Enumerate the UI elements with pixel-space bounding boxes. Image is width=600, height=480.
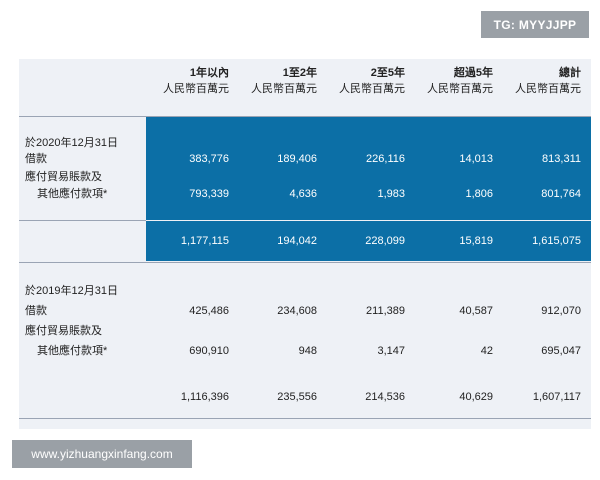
table-cell: 948 [298,345,317,357]
column-period: 1年以內 [189,67,229,79]
row-label: 借款 [25,305,47,317]
column-header: 2至5年 人民幣百萬元 [305,65,405,97]
section-2019: 於2019年12月31日 借款 應付貿易賬款及 其他應付款項* 425,486 … [19,263,591,429]
column-header: 1至2年 人民幣百萬元 [217,65,317,97]
column-header: 1年以內 人民幣百萬元 [129,65,229,97]
table-cell: 234,608 [277,305,317,317]
financial-table: 1年以內 人民幣百萬元 1至2年 人民幣百萬元 2至5年 人民幣百萬元 超過5年… [19,59,591,429]
column-unit: 人民幣百萬元 [339,83,405,95]
table-cell: 189,406 [277,153,317,165]
total-cell: 1,615,075 [532,235,581,247]
table-header: 1年以內 人民幣百萬元 1至2年 人民幣百萬元 2至5年 人民幣百萬元 超過5年… [19,65,591,107]
table-cell: 3,147 [377,345,405,357]
row-label-continued: 其他應付款項* [37,188,108,200]
table-cell: 695,047 [541,345,581,357]
total-cell: 228,099 [365,235,405,247]
table-cell: 813,311 [542,153,581,165]
table-cell: 383,776 [189,153,229,165]
column-unit: 人民幣百萬元 [251,83,317,95]
table-cell: 793,339 [189,188,229,200]
total-cell: 1,177,115 [180,235,229,247]
column-unit: 人民幣百萬元 [515,83,581,95]
table-cell: 226,116 [366,153,405,165]
total-cell: 235,556 [277,391,317,403]
highlight-block [146,117,591,220]
divider [19,262,591,263]
column-period: 2至5年 [370,67,405,79]
section-date: 於2020年12月31日 [25,137,118,149]
highlight-total-block [146,221,591,261]
total-cell: 15,819 [459,235,493,247]
table-cell: 425,486 [189,305,229,317]
total-cell: 1,116,396 [180,391,229,403]
row-label: 應付貿易賬款及 [25,325,102,337]
divider [19,116,591,117]
table-cell: 690,910 [189,345,229,357]
table-cell: 42 [480,345,493,357]
section-date: 於2019年12月31日 [25,285,118,297]
divider [19,418,591,419]
table-cell: 912,070 [541,305,581,317]
total-cell: 1,607,117 [532,391,581,403]
watermark-url: www.yizhuangxinfang.com [12,440,192,468]
column-header: 超過5年 人民幣百萬元 [393,65,493,97]
total-cell: 214,536 [365,391,405,403]
total-cell: 40,629 [459,391,493,403]
total-cell: 194,042 [277,235,317,247]
column-period: 總計 [559,67,581,79]
table-cell: 211,389 [366,305,405,317]
table-cell: 40,587 [459,305,493,317]
column-header: 總計 人民幣百萬元 [481,65,581,97]
column-unit: 人民幣百萬元 [163,83,229,95]
table-cell: 1,983 [377,188,405,200]
watermark-badge: TG: MYYJJPP [481,11,589,38]
column-period: 1至2年 [282,67,317,79]
table-cell: 4,636 [289,188,317,200]
table-cell: 14,013 [459,153,493,165]
row-label: 借款 [25,153,47,165]
section-2020: 於2020年12月31日 借款 應付貿易賬款及 其他應付款項* 383,776 … [19,117,591,262]
column-unit: 人民幣百萬元 [427,83,493,95]
table-cell: 801,764 [541,188,581,200]
row-label: 應付貿易賬款及 [25,171,102,183]
divider [19,220,146,221]
row-label-continued: 其他應付款項* [37,345,108,357]
column-period: 超過5年 [453,67,493,79]
table-cell: 1,806 [465,188,493,200]
